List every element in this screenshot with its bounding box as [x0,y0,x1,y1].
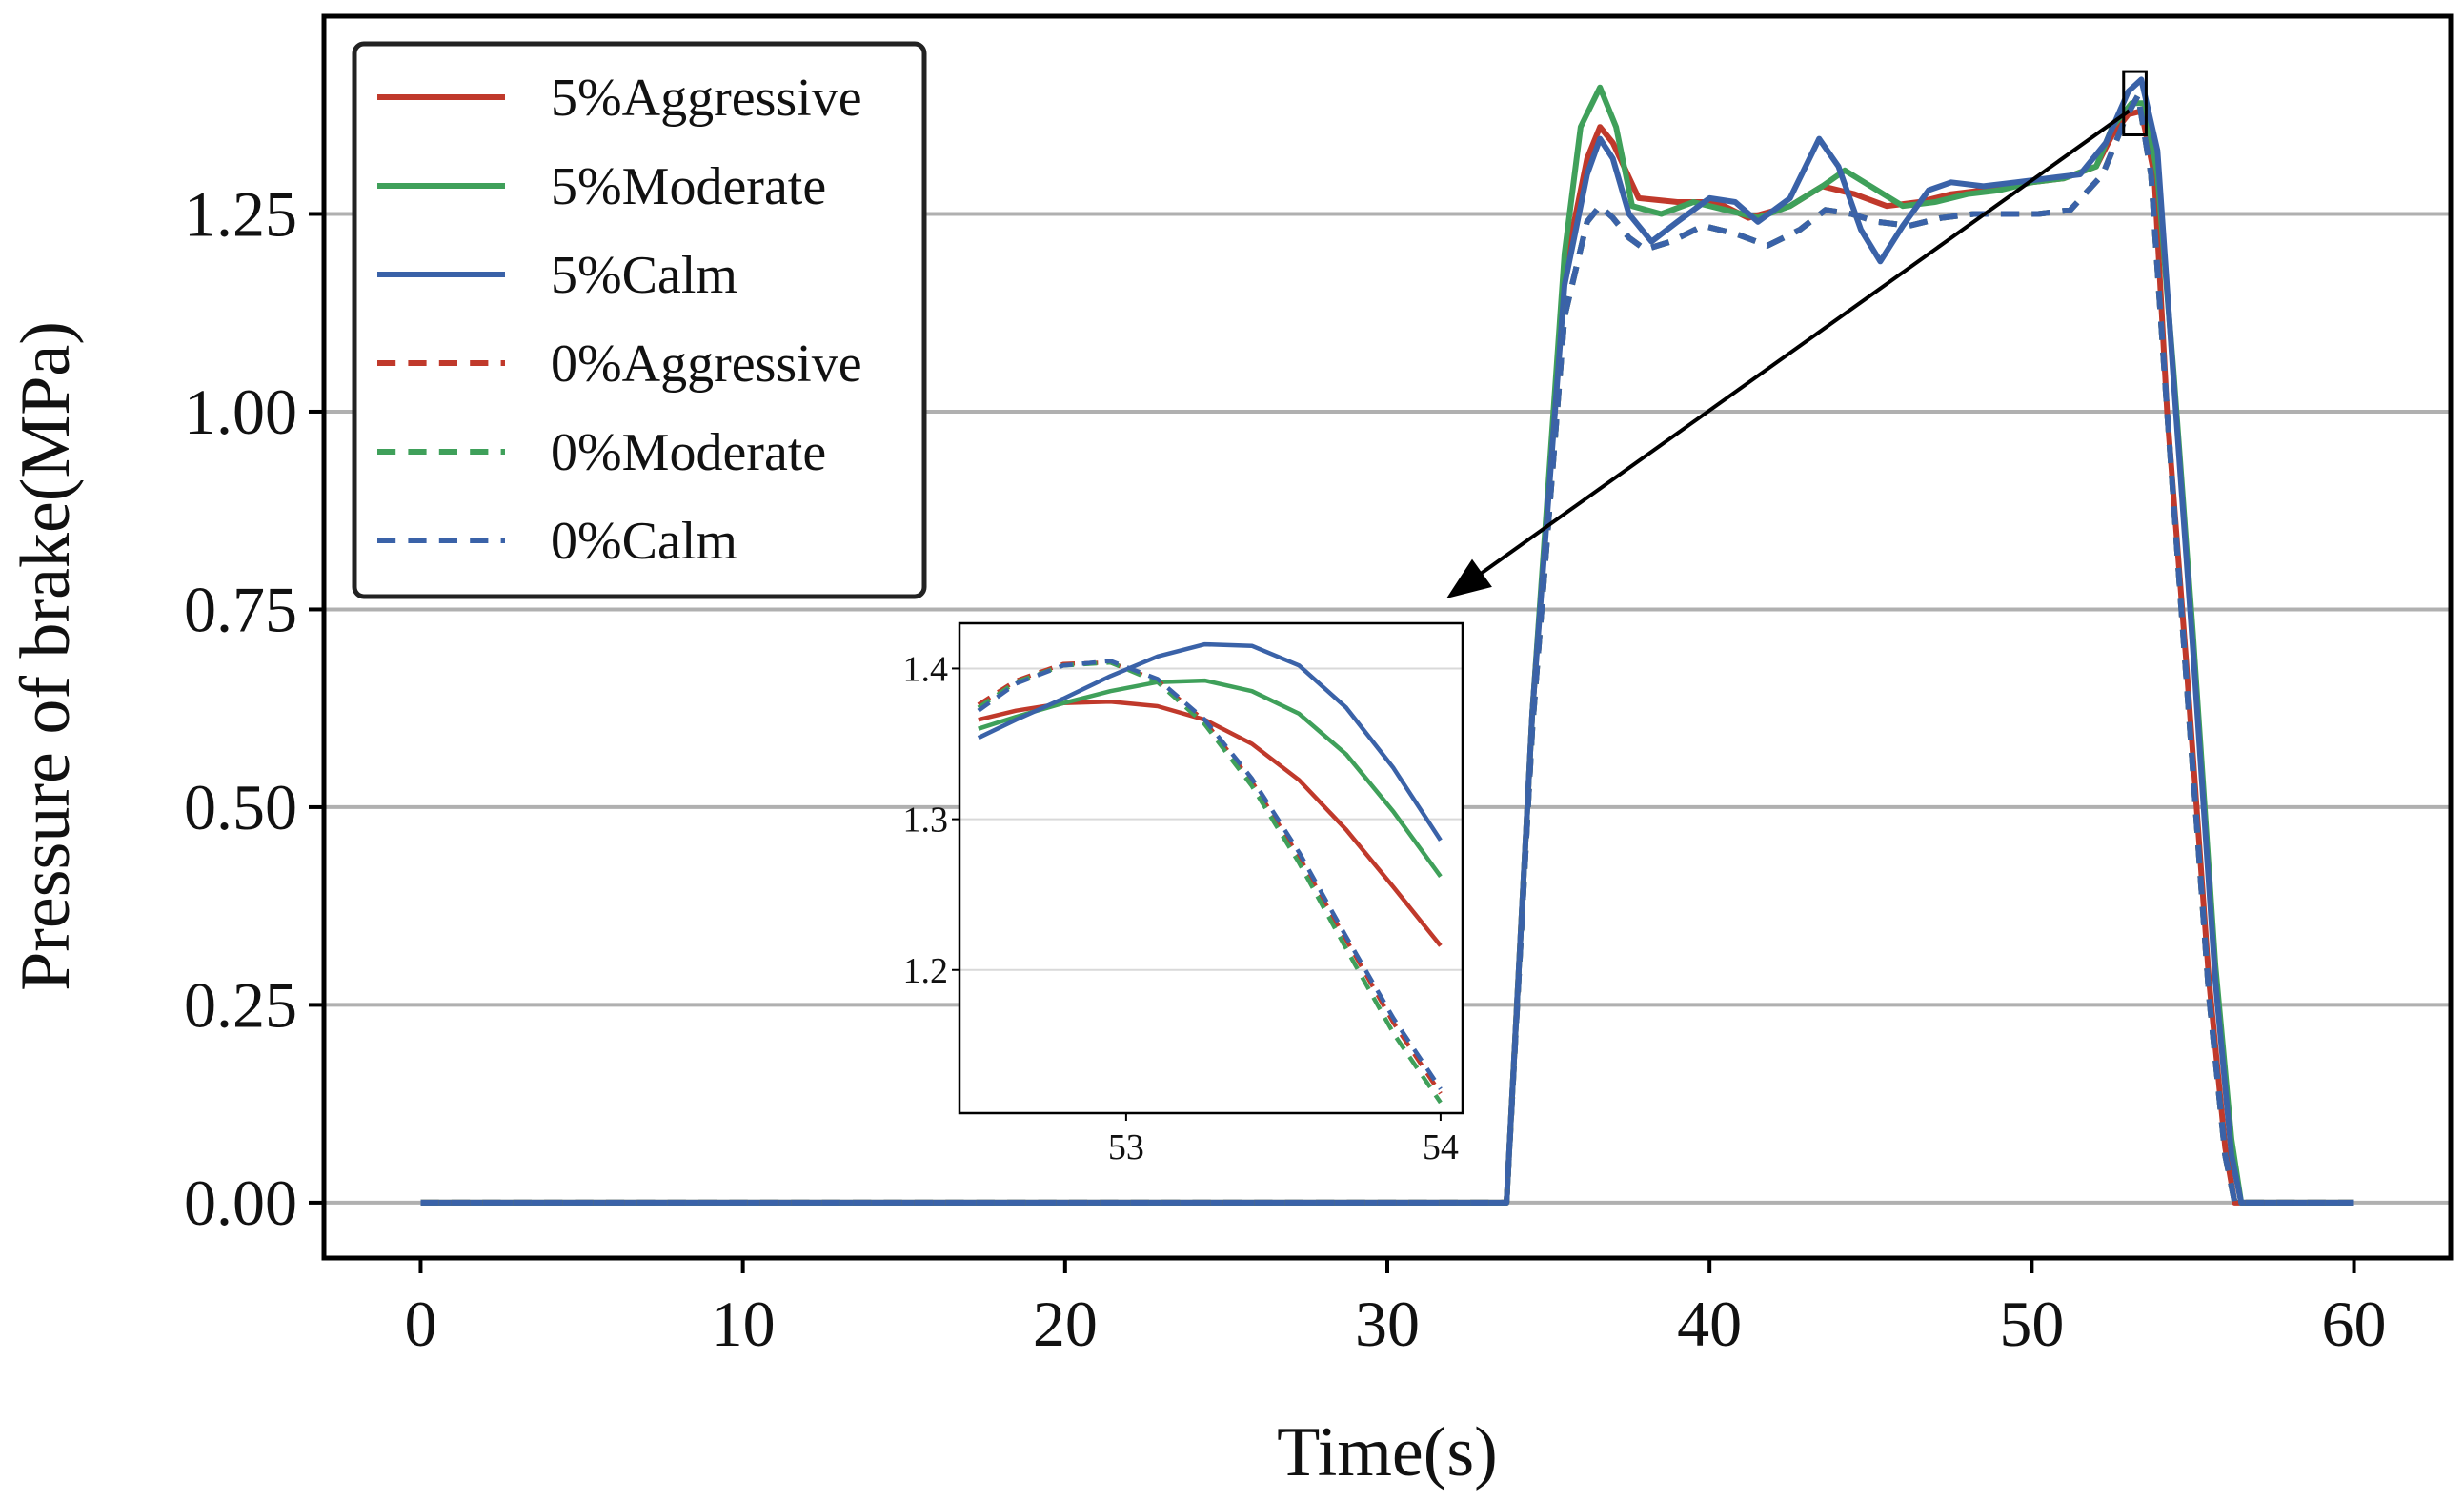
y-tick-label: 1.25 [184,177,297,250]
y-tick-label: 0.50 [184,771,297,843]
zoom-arrow-head [1446,558,1492,598]
inset-x-tick-label: 53 [1108,1127,1144,1167]
y-tick-label: 0.00 [184,1166,297,1239]
zoom-box [2122,70,2148,136]
inset-frame [958,621,1464,1115]
y-tick-label: 0.75 [184,573,297,645]
zoom-marker [1446,70,2148,598]
x-tick-label: 0 [404,1288,436,1360]
x-tick-label: 50 [1999,1288,2064,1360]
inset-background [959,623,1463,1113]
legend-label-0pct-calm: 0%Calm [551,512,737,571]
series-line-5pct-aggressive [420,108,2354,1206]
series-layer [420,76,2354,1206]
legend-label-0pct-aggressive: 0%Aggressive [551,335,862,394]
legend-label-5pct-calm: 5%Calm [551,246,737,305]
inset-y-tick-label: 1.4 [903,649,949,689]
inset-series-line-5pct-calm [977,641,1443,842]
x-axis-title: Time(s) [1277,1413,1498,1491]
y-axis-title: Pressure of brake(MPa) [7,321,85,991]
inset-series-line-0pct-calm [977,659,1443,1090]
x-tick-label: 40 [1677,1288,1742,1360]
legend-frame [352,41,927,599]
inset-y-tick-label: 1.3 [903,801,949,841]
zoom-inset: 1.2 1.3 1.4 53 54 [903,621,1464,1167]
y-axis: 0.00 0.25 0.50 0.75 1.00 1.25 [184,177,324,1239]
series-line-0pct-calm [420,92,2354,1206]
x-axis: 0 10 20 30 40 50 60 [404,1258,2387,1360]
y-tick-label: 1.00 [184,375,297,448]
x-tick-label: 20 [1033,1288,1098,1360]
inset-x-tick-label: 54 [1423,1127,1459,1167]
x-tick-label: 10 [711,1288,776,1360]
series-line-5pct-calm [420,76,2354,1206]
zoom-arrow-line [1465,109,2131,585]
legend-label-5pct-moderate: 5%Moderate [551,157,826,216]
legend: 5%Aggressive 5%Moderate 5%Calm 0%Aggressive… [352,41,927,599]
y-tick-label: 0.25 [184,968,297,1041]
legend-label-5pct-aggressive: 5%Aggressive [551,69,862,128]
legend-label-0pct-moderate: 0%Moderate [551,423,826,482]
x-tick-label: 60 [2322,1288,2387,1360]
inset-y-tick-label: 1.2 [903,951,949,991]
x-tick-label: 30 [1355,1288,1420,1360]
